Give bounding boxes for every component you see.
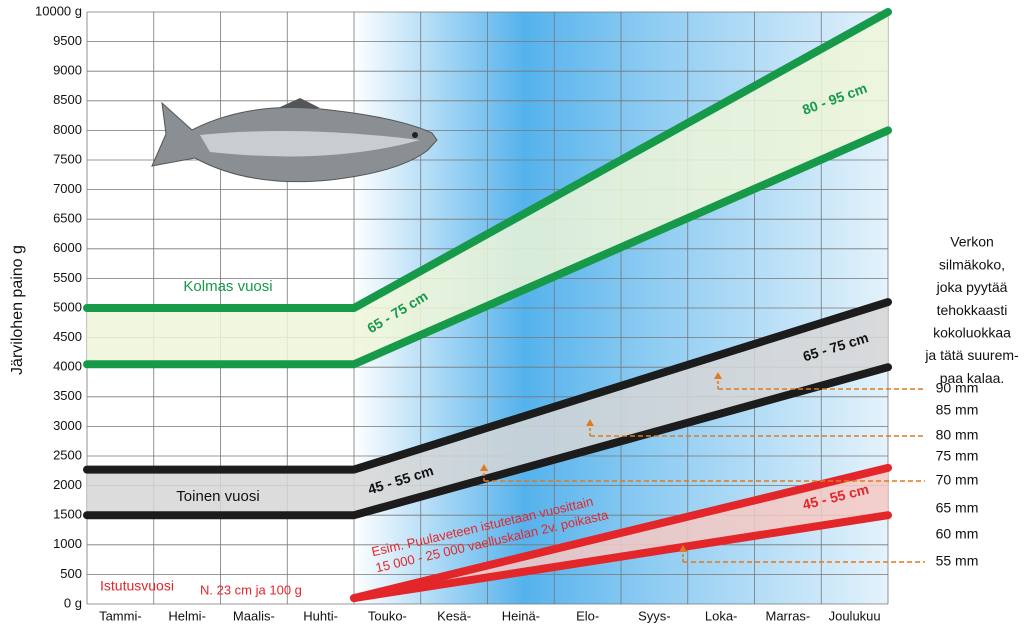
x-tick-label: Helmi- xyxy=(168,608,206,623)
y-tick-label: 10000 g xyxy=(35,3,82,18)
y-tick-label: 4500 xyxy=(53,329,82,344)
mesh-size: 80 mm xyxy=(936,427,979,443)
y-tick-label: 6500 xyxy=(53,211,82,226)
x-tick-label: Huhti- xyxy=(303,608,338,623)
series-line xyxy=(350,463,892,603)
y-tick-label: 8000 xyxy=(53,122,82,137)
x-tick-label: Kesä- xyxy=(437,608,471,623)
mesh-arrowhead xyxy=(679,545,687,552)
mesh-size: 60 mm xyxy=(936,526,979,542)
fish-illustration xyxy=(151,98,438,183)
mesh-size: 85 mm xyxy=(936,402,979,418)
mesh-title: Verkon xyxy=(950,234,994,250)
y-tick-label: 2500 xyxy=(53,447,82,462)
y-tick-label: 7000 xyxy=(53,181,82,196)
x-tick-label: Heinä- xyxy=(502,608,540,623)
x-tick-label: Elo- xyxy=(576,608,599,623)
y-tick-label: 9000 xyxy=(53,63,82,78)
mesh-title: silmäkoko, xyxy=(939,256,1005,272)
y-tick-label: 4000 xyxy=(53,359,82,374)
y-tick-label: 1500 xyxy=(53,507,82,522)
mesh-size: 55 mm xyxy=(936,553,979,569)
series-line xyxy=(83,126,892,369)
x-tick-label: Touko- xyxy=(368,608,407,623)
y-tick-label: 3000 xyxy=(53,418,82,433)
mesh-arrowhead xyxy=(586,419,594,426)
x-tick-label: Maalis- xyxy=(233,608,275,623)
series-line xyxy=(350,511,892,603)
mesh-arrowhead xyxy=(714,372,722,379)
y-tick-label: 6000 xyxy=(53,240,82,255)
x-tick-label: Joulukuu xyxy=(829,608,881,623)
y-tick-label: 8500 xyxy=(53,92,82,107)
y-tick-label: 0 g xyxy=(64,595,82,610)
x-tick-label: Tammi- xyxy=(99,608,142,623)
annotation: Istutusvuosi xyxy=(100,578,174,594)
y-tick-label: 9500 xyxy=(53,33,82,48)
y-tick-label: 1000 xyxy=(53,536,82,551)
mesh-title: paa kalaa. xyxy=(940,370,1005,386)
series-line xyxy=(83,8,892,312)
mesh-size: 65 mm xyxy=(936,500,979,516)
mesh-arrowhead xyxy=(480,464,488,471)
x-tick-label: Marras- xyxy=(765,608,810,623)
y-tick-label: 2000 xyxy=(53,477,82,492)
mesh-title: ja tätä suurem- xyxy=(924,347,1019,363)
y-tick-label: 500 xyxy=(60,566,82,581)
x-tick-label: Syys- xyxy=(638,608,671,623)
mesh-title: kokoluokkaa xyxy=(933,325,1011,341)
annotation: N. 23 cm ja 100 g xyxy=(200,582,302,597)
mesh-size: 90 mm xyxy=(936,380,979,396)
mesh-size: 75 mm xyxy=(936,448,979,464)
y-tick-label: 5000 xyxy=(53,299,82,314)
annotation: Toinen vuosi xyxy=(176,488,259,505)
x-tick-label: Loka- xyxy=(705,608,738,623)
y-tick-label: 3500 xyxy=(53,388,82,403)
series-line xyxy=(83,363,892,520)
band xyxy=(87,12,888,365)
mesh-title: tehokkaasti xyxy=(937,302,1008,318)
series-line xyxy=(83,298,892,474)
annotation: Kolmas vuosi xyxy=(183,278,272,295)
mesh-title: joka pyytää xyxy=(936,279,1008,295)
y-axis-title: Järvilohen paino g xyxy=(9,245,26,375)
mesh-size: 70 mm xyxy=(936,472,979,488)
y-tick-label: 5500 xyxy=(53,270,82,285)
y-tick-label: 7500 xyxy=(53,151,82,166)
